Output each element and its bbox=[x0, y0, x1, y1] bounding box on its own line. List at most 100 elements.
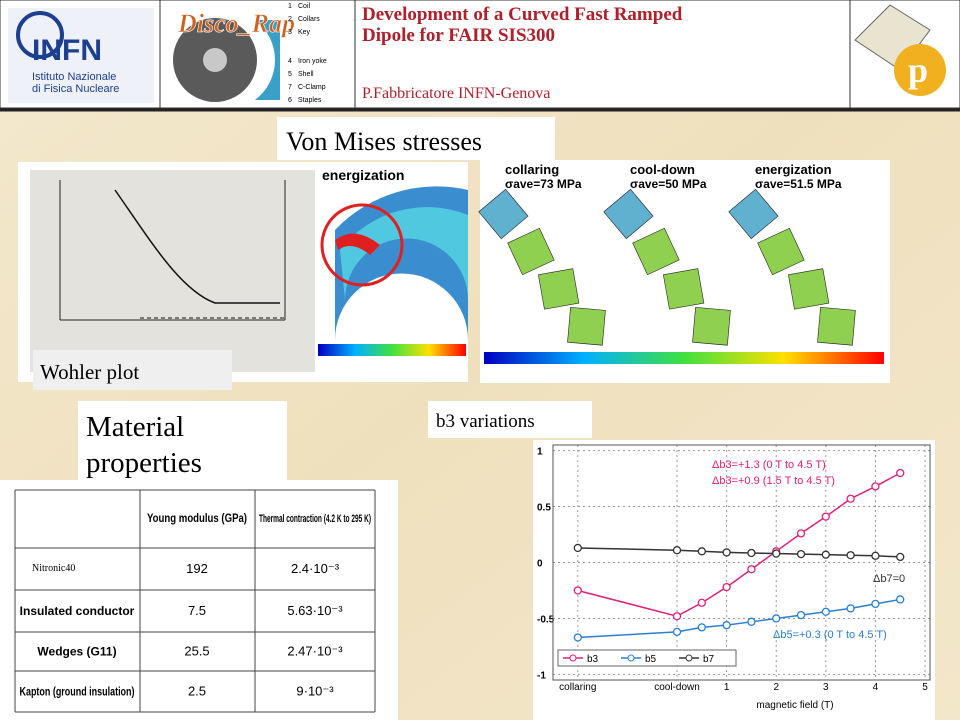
legend-label: b3 bbox=[587, 654, 599, 665]
fem-block bbox=[757, 227, 805, 276]
annotation: Δb7=0 bbox=[873, 573, 905, 585]
fem-panel-stress: σave=51.5 MPa bbox=[755, 177, 842, 191]
legend-label: b7 bbox=[703, 654, 715, 665]
legend-label: b5 bbox=[645, 654, 657, 665]
section-title: Von Mises stresses bbox=[286, 127, 482, 156]
series-point bbox=[896, 552, 905, 562]
series-point bbox=[772, 614, 781, 623]
annotation: Δb3=+1.3 (0 T to 4.5 T) bbox=[712, 459, 826, 471]
logo-legend-label: Collars bbox=[298, 16, 320, 23]
table-cell: 7.5 bbox=[188, 603, 206, 618]
section-label: b3 variations bbox=[436, 411, 535, 432]
table-cell: 5.63·10⁻³ bbox=[287, 603, 343, 618]
x-tick-label: 1 bbox=[724, 682, 730, 693]
logo-left-sub: Istituto Nazionale bbox=[32, 71, 116, 83]
fem-panel-label: energization bbox=[755, 162, 832, 177]
logo-legend-label: C-Clamp bbox=[298, 84, 326, 91]
logo-right-icon bbox=[894, 44, 946, 96]
fem-panel-label: cool-down bbox=[630, 162, 695, 177]
fem-highlight bbox=[320, 203, 404, 287]
section-label: Material bbox=[86, 411, 184, 443]
fem-panel-stress: σave=73 MPa bbox=[505, 177, 582, 191]
logo-legend-num: 3 bbox=[288, 29, 292, 36]
fem-block bbox=[728, 188, 779, 240]
table-row-name: Nitronic40 bbox=[32, 563, 75, 574]
x-tick-label: 5 bbox=[922, 682, 928, 693]
table-row-name: Kapton (ground insulation) bbox=[20, 685, 135, 699]
table-cell: 2.4·10⁻³ bbox=[291, 561, 340, 576]
series-point bbox=[747, 617, 756, 626]
series-point bbox=[722, 548, 731, 557]
section-label: Wohler plot bbox=[40, 360, 139, 384]
fem-block bbox=[663, 268, 705, 310]
fem-block bbox=[817, 306, 856, 346]
series-point bbox=[896, 595, 905, 604]
colorbar bbox=[484, 352, 884, 364]
series-point bbox=[871, 551, 880, 560]
series-point bbox=[871, 482, 880, 491]
series-point bbox=[722, 582, 731, 592]
y-tick-label: 0.5 bbox=[537, 503, 551, 514]
annotation: Δb5=+0.3 (0 T to 4.5 T) bbox=[773, 629, 887, 641]
header-title: Dipole for FAIR SIS300 bbox=[362, 25, 555, 46]
legend-box bbox=[557, 649, 737, 667]
x-tick-label: cool-down bbox=[654, 682, 700, 693]
logo-left-sub: di Fisica Nucleare bbox=[32, 83, 119, 95]
table-header: Young modulus (GPa) bbox=[147, 511, 247, 525]
fem-title: energization bbox=[322, 167, 404, 183]
series-point bbox=[672, 546, 682, 555]
series-point bbox=[846, 494, 855, 503]
logo-right-letter: p bbox=[908, 50, 928, 90]
series-point bbox=[821, 512, 830, 521]
legend-swatch bbox=[627, 654, 635, 662]
fem-panel-label: collaring bbox=[505, 162, 559, 177]
logo-legend-label: Staples bbox=[298, 97, 322, 104]
logo-legend-num: 5 bbox=[288, 71, 292, 78]
x-tick-label: 3 bbox=[823, 682, 829, 693]
logo-legend-num: 6 bbox=[288, 97, 292, 104]
b3-box bbox=[428, 401, 592, 438]
chart-box bbox=[533, 440, 935, 720]
series-point bbox=[722, 621, 731, 630]
logo-legend-label: Key bbox=[298, 29, 311, 36]
wohler-curve bbox=[114, 189, 280, 304]
table-cell: 9·10⁻³ bbox=[296, 684, 334, 699]
x-tick-label: 2 bbox=[773, 682, 779, 693]
logo-legend-label: Shell bbox=[298, 71, 314, 78]
series-point bbox=[772, 549, 781, 558]
series-point bbox=[697, 598, 706, 607]
x-tick-label: collaring bbox=[559, 682, 596, 693]
series-point bbox=[573, 633, 582, 642]
table-cell: 192 bbox=[186, 561, 208, 576]
fem-hot bbox=[335, 233, 380, 255]
table-cell: 25.5 bbox=[184, 644, 209, 659]
series-point bbox=[896, 468, 905, 478]
table-row-name: Insulated conductor bbox=[20, 604, 135, 618]
series-point bbox=[846, 604, 855, 613]
series-point bbox=[573, 586, 582, 595]
logo-left-text: INFN bbox=[32, 34, 102, 67]
series-point bbox=[672, 612, 682, 621]
y-tick-label: 0 bbox=[537, 559, 543, 570]
logo-mid-text: Disco_Rap bbox=[177, 9, 295, 38]
fem-block bbox=[507, 227, 555, 276]
wohler-label-box bbox=[33, 350, 232, 390]
header-title: Development of a Curved Fast Ramped bbox=[362, 4, 683, 25]
table-cell: 2.5 bbox=[188, 684, 206, 699]
header-author: P.Fabbricatore INFN-Genova bbox=[362, 85, 550, 102]
y-tick-label: -0.5 bbox=[537, 614, 555, 625]
legend-swatch bbox=[569, 654, 577, 662]
fem-block bbox=[478, 188, 529, 240]
colorbar bbox=[318, 344, 466, 356]
series-point bbox=[821, 607, 830, 616]
logo-legend-num: 4 bbox=[288, 58, 292, 65]
fem-block bbox=[692, 306, 731, 346]
logo-legend-num: 2 bbox=[288, 16, 292, 23]
y-tick-label: -1 bbox=[537, 670, 546, 681]
logo-legend-label: Coil bbox=[298, 3, 311, 10]
annotation: Δb3=+0.9 (1.5 T to 4.5 T) bbox=[712, 475, 835, 487]
logo-legend-label: Iron yoke bbox=[298, 58, 327, 65]
fem-panel-stress: σave=50 MPa bbox=[630, 177, 707, 191]
series-point bbox=[821, 550, 830, 559]
